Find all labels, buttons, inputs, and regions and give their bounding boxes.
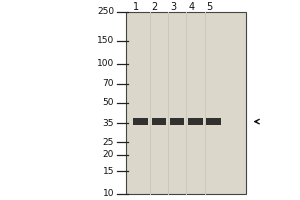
Text: 5: 5: [207, 2, 213, 12]
Bar: [126, 12, 246, 194]
Text: 10: 10: [103, 190, 114, 198]
Text: 100: 100: [97, 59, 114, 68]
Bar: [152, 118, 166, 125]
Bar: [170, 118, 184, 125]
Text: 250: 250: [97, 7, 114, 17]
Text: 3: 3: [170, 2, 176, 12]
Text: 2: 2: [152, 2, 158, 12]
Bar: [188, 118, 202, 125]
Bar: [206, 118, 221, 125]
Text: 20: 20: [103, 150, 114, 159]
Text: 150: 150: [97, 36, 114, 45]
Text: 50: 50: [103, 98, 114, 107]
Text: 4: 4: [188, 2, 194, 12]
Text: 15: 15: [103, 167, 114, 176]
Bar: [133, 118, 148, 125]
Text: 35: 35: [103, 119, 114, 128]
Text: 25: 25: [103, 138, 114, 147]
Text: 1: 1: [134, 2, 140, 12]
Text: 70: 70: [103, 79, 114, 88]
